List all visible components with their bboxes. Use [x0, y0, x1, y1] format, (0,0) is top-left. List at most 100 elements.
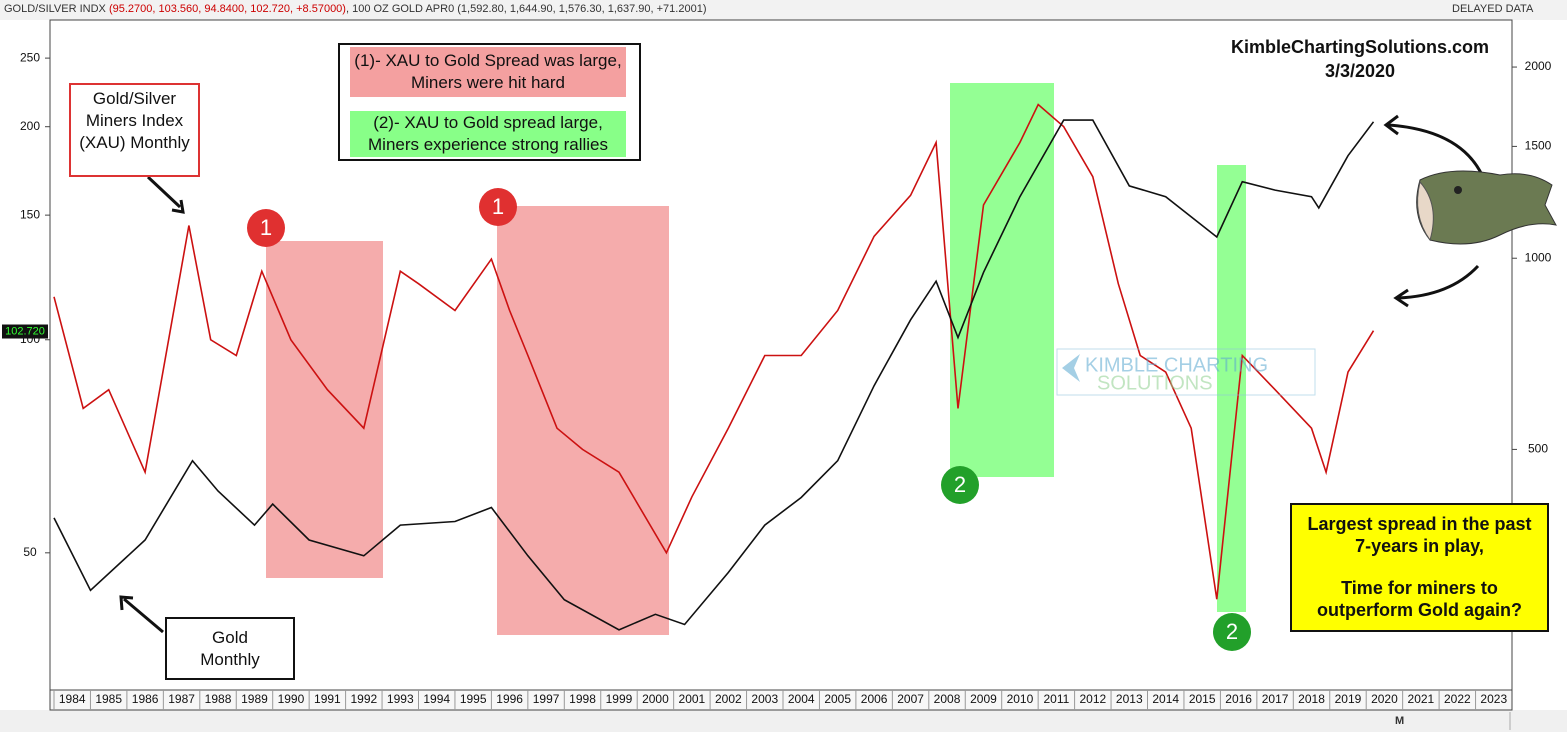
header-gold: , 100 OZ GOLD APR0	[345, 3, 455, 15]
x-tick-label: 2006	[861, 692, 888, 706]
x-tick-label: 2010	[1007, 692, 1034, 706]
arrows	[119, 114, 1484, 634]
axes: 1984 1985 1986 1987 1988 1989 1990 1991 1992 1993…	[2, 19, 1552, 711]
header-xau: GOLD/SILVER INDX	[4, 3, 106, 15]
watermark-text: SOLUTIONS	[1097, 372, 1213, 394]
x-tick-label: 1990	[278, 692, 305, 706]
arrow	[1397, 264, 1480, 300]
series-line	[53, 119, 1375, 631]
toolbar	[0, 710, 1567, 732]
spread-region-2	[1217, 165, 1246, 612]
spread-region-1	[497, 206, 669, 635]
spread-region-2	[950, 83, 1054, 477]
x-tick-label: 2022	[1444, 692, 1471, 706]
fish-body	[1416, 170, 1557, 245]
x-tick-label: 2007	[897, 692, 924, 706]
x-tick-label: 2021	[1408, 692, 1435, 706]
toolbar-period[interactable]: M	[1395, 715, 1404, 727]
x-tick-label: 1991	[314, 692, 341, 706]
x-tick-label: 2012	[1079, 692, 1106, 706]
marker-label: 2	[1226, 619, 1238, 644]
y-tick-label: 50	[23, 545, 37, 559]
legend-1: (1)- XAU to Gold Spread was large, Miner…	[350, 47, 626, 97]
watermark-text: KIMBLE CHARTING	[1085, 354, 1268, 376]
markers: 1 1 2 2	[247, 188, 1251, 651]
x-tick-label: 1997	[533, 692, 560, 706]
x-tick-label: 2020	[1371, 692, 1398, 706]
x-tick-label: 1985	[95, 692, 122, 706]
last-price-label: 102.720	[5, 325, 45, 337]
last-price-tag	[2, 324, 48, 339]
x-tick-label: 2015	[1189, 692, 1216, 706]
date: 3/3/2020	[1324, 61, 1396, 81]
x-tick-label: 2018	[1298, 692, 1325, 706]
x-tick-label: 2002	[715, 692, 742, 706]
x-tick-label: 2001	[679, 692, 706, 706]
arrow	[146, 175, 182, 209]
marker-label: 1	[260, 215, 272, 240]
spread-region-1	[266, 241, 383, 578]
x-tick-label: 1984	[59, 692, 86, 706]
marker-badge	[941, 466, 979, 504]
x-tick-label: 1988	[205, 692, 232, 706]
x-tick-label: 1995	[460, 692, 487, 706]
y2-tick-label: 2000	[1525, 59, 1552, 73]
x-tick-label: 2016	[1225, 692, 1252, 706]
x-axis-band	[49, 689, 1513, 711]
arrow-head	[1393, 288, 1409, 308]
x-tick-label: 2003	[751, 692, 778, 706]
x-tick-label: 2008	[934, 692, 961, 706]
y-tick-label: 150	[20, 207, 40, 221]
note-box: Largest spread in the past 7-years in pl…	[1290, 503, 1549, 632]
x-tick-label: 2011	[1043, 692, 1069, 706]
y-tick-label: 250	[20, 50, 40, 64]
x-tick-label: 2017	[1262, 692, 1289, 706]
y-tick-label: 200	[20, 119, 40, 133]
fish-icon	[1416, 170, 1557, 245]
fish-mouth	[1417, 180, 1434, 242]
marker-badge	[479, 188, 517, 226]
x-tick-label: 2005	[824, 692, 851, 706]
header-gold-ohlc: (1,592.80, 1,644.90, 1,576.30, 1,637.90,…	[457, 3, 707, 15]
x-tick-label: 1996	[496, 692, 523, 706]
watermark-logo	[1062, 354, 1080, 382]
y2-tick-label: 1000	[1525, 250, 1552, 264]
x-tick-label: 1993	[387, 692, 414, 706]
shaded-regions	[266, 83, 1246, 635]
x-tick-label: 2023	[1480, 692, 1507, 706]
x-tick-label: 2000	[642, 692, 669, 706]
gold-label: Gold Monthly	[165, 617, 295, 680]
series-line	[53, 103, 1375, 600]
x-tick-label: 1994	[423, 692, 450, 706]
x-tick-label: 1999	[606, 692, 633, 706]
note-1: Largest spread in the past 7-years in pl…	[1307, 514, 1532, 556]
legend-box: (1)- XAU to Gold Spread was large, Miner…	[338, 43, 641, 161]
marker-badge	[247, 209, 285, 247]
xau-label: Gold/Silver Miners Index (XAU) Monthly	[69, 83, 200, 177]
watermark-frame	[1056, 348, 1316, 396]
x-tick-label: 2004	[788, 692, 815, 706]
header-xau-ohlc: (95.2700, 103.560, 94.8400, 102.720, +8.…	[108, 3, 346, 15]
header: GOLD/SILVER INDX (95.2700, 103.560, 94.8…	[4, 3, 707, 15]
x-tick-label: 2009	[970, 692, 997, 706]
site: KimbleChartingSolutions.com	[1230, 37, 1489, 57]
x-tick-label: 1989	[241, 692, 268, 706]
y2-tick-label: 1500	[1525, 139, 1552, 153]
arrow	[123, 597, 164, 634]
arrow-head	[1383, 114, 1399, 136]
x-tick-label: 1987	[168, 692, 195, 706]
x-tick-label: 1998	[569, 692, 596, 706]
series	[53, 103, 1375, 631]
note-2: Time for miners to outperform Gold again…	[1317, 578, 1522, 620]
x-tick-label: 2019	[1335, 692, 1362, 706]
marker-badge	[1213, 613, 1251, 651]
watermark: KIMBLE CHARTING SOLUTIONS	[1056, 348, 1316, 396]
fish-eye	[1454, 186, 1462, 194]
x-tick-label: 1992	[350, 692, 377, 706]
x-tick-label: 2014	[1152, 692, 1179, 706]
arrow-head	[119, 595, 134, 611]
x-tick-label: 2013	[1116, 692, 1143, 706]
delayed-data: DELAYED DATA	[1452, 3, 1534, 15]
